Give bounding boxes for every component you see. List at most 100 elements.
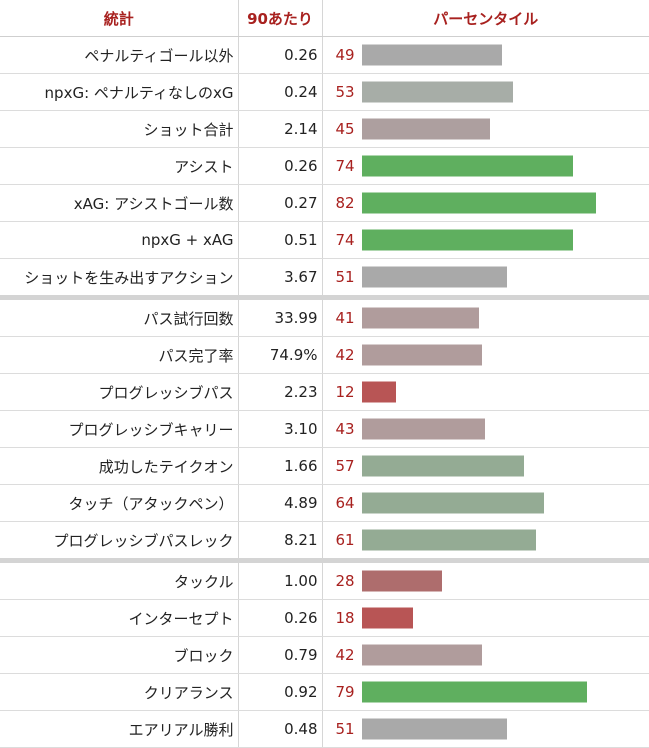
per90-value: 0.26	[238, 599, 323, 637]
per90-value: 0.51	[238, 221, 323, 259]
percentile-value: 61	[335, 531, 355, 549]
stat-label: パス試行回数	[0, 295, 239, 337]
per90-value: 2.23	[238, 373, 323, 411]
stat-label: ショットを生み出すアクション	[0, 258, 239, 298]
table-row: プログレッシブパス 2.23 12	[0, 373, 649, 411]
percentile-value: 51	[335, 720, 355, 738]
percentile-value: 42	[335, 346, 355, 364]
percentile-bar	[361, 381, 396, 403]
per90-value: 33.99	[238, 295, 323, 337]
table-row: タッチ（アタックペン） 4.89 64	[0, 484, 649, 522]
table-row: プログレッシブパスレック 8.21 61	[0, 521, 649, 561]
per90-value: 0.26	[238, 36, 323, 74]
percentile-cell: 51	[322, 258, 649, 298]
table-row: 成功したテイクオン 1.66 57	[0, 447, 649, 485]
percentile-bar	[361, 718, 507, 740]
header-percentile: パーセンタイル	[322, 0, 649, 37]
table-row: npxG + xAG 0.51 74	[0, 221, 649, 259]
stat-label: 成功したテイクオン	[0, 447, 239, 485]
table-row: パス試行回数 33.99 41	[0, 295, 649, 337]
percentile-cell: 79	[322, 673, 649, 711]
percentile-cell: 45	[322, 110, 649, 148]
percentile-bar	[361, 307, 479, 329]
percentile-cell: 42	[322, 636, 649, 674]
per90-value: 0.26	[238, 147, 323, 185]
percentile-value: 12	[335, 383, 355, 401]
header-stat: 統計	[0, 0, 239, 37]
stat-label: プログレッシブパス	[0, 373, 239, 411]
header-per90: 90あたり	[238, 0, 323, 37]
per90-value: 3.10	[238, 410, 323, 448]
percentile-value: 41	[335, 309, 355, 327]
percentile-bar	[361, 681, 587, 703]
stat-label: クリアランス	[0, 673, 239, 711]
per90-value: 0.24	[238, 73, 323, 111]
percentile-value: 74	[335, 231, 355, 249]
percentile-cell: 57	[322, 447, 649, 485]
percentile-bar	[361, 81, 513, 103]
per90-value: 0.92	[238, 673, 323, 711]
percentile-cell: 12	[322, 373, 649, 411]
percentile-bar	[361, 418, 485, 440]
percentile-bar	[361, 118, 490, 140]
table-row: ペナルティゴール以外 0.26 49	[0, 36, 649, 74]
percentile-bar	[361, 266, 507, 288]
percentile-cell: 61	[322, 521, 649, 561]
percentile-value: 51	[335, 268, 355, 286]
percentile-value: 49	[335, 46, 355, 64]
per90-value: 4.89	[238, 484, 323, 522]
percentile-value: 28	[335, 572, 355, 590]
percentile-bar	[361, 492, 544, 514]
per90-value: 1.00	[238, 558, 323, 600]
percentile-value: 42	[335, 646, 355, 664]
stat-label: アシスト	[0, 147, 239, 185]
per90-value: 2.14	[238, 110, 323, 148]
percentile-value: 64	[335, 494, 355, 512]
percentile-bar	[361, 644, 482, 666]
table-row: プログレッシブキャリー 3.10 43	[0, 410, 649, 448]
percentile-cell: 18	[322, 599, 649, 637]
stat-label: ペナルティゴール以外	[0, 36, 239, 74]
per90-value: 8.21	[238, 521, 323, 561]
table-row: タックル 1.00 28	[0, 558, 649, 600]
per90-value: 3.67	[238, 258, 323, 298]
percentile-bar	[361, 192, 596, 214]
table-row: npxG: ペナルティなしのxG 0.24 53	[0, 73, 649, 111]
stat-label: ブロック	[0, 636, 239, 674]
stat-label: タッチ（アタックペン）	[0, 484, 239, 522]
per90-value: 1.66	[238, 447, 323, 485]
percentile-value: 18	[335, 609, 355, 627]
percentile-cell: 74	[322, 147, 649, 185]
percentile-cell: 41	[322, 295, 649, 337]
percentile-value: 74	[335, 157, 355, 175]
header-row: 統計 90あたり パーセンタイル	[0, 0, 649, 37]
percentile-cell: 43	[322, 410, 649, 448]
per90-value: 74.9%	[238, 336, 323, 374]
percentile-bar	[361, 570, 442, 592]
table-row: ショット合計 2.14 45	[0, 110, 649, 148]
percentile-bar	[361, 155, 573, 177]
percentile-cell: 82	[322, 184, 649, 222]
per90-value: 0.79	[238, 636, 323, 674]
percentile-bar	[361, 529, 536, 551]
stat-label: npxG: ペナルティなしのxG	[0, 73, 239, 111]
table-row: アシスト 0.26 74	[0, 147, 649, 185]
percentile-bar	[361, 455, 524, 477]
percentile-bar	[361, 229, 573, 251]
percentile-cell: 49	[322, 36, 649, 74]
stat-label: タックル	[0, 558, 239, 600]
percentile-cell: 64	[322, 484, 649, 522]
percentile-cell: 74	[322, 221, 649, 259]
stat-label: パス完了率	[0, 336, 239, 374]
percentile-value: 82	[335, 194, 355, 212]
percentile-value: 43	[335, 420, 355, 438]
table-row: ショットを生み出すアクション 3.67 51	[0, 258, 649, 298]
stat-label: プログレッシブパスレック	[0, 521, 239, 561]
table-row: クリアランス 0.92 79	[0, 673, 649, 711]
percentile-value: 57	[335, 457, 355, 475]
stat-label: npxG + xAG	[0, 221, 239, 259]
percentile-bar	[361, 44, 502, 66]
percentile-cell: 28	[322, 558, 649, 600]
percentile-cell: 53	[322, 73, 649, 111]
